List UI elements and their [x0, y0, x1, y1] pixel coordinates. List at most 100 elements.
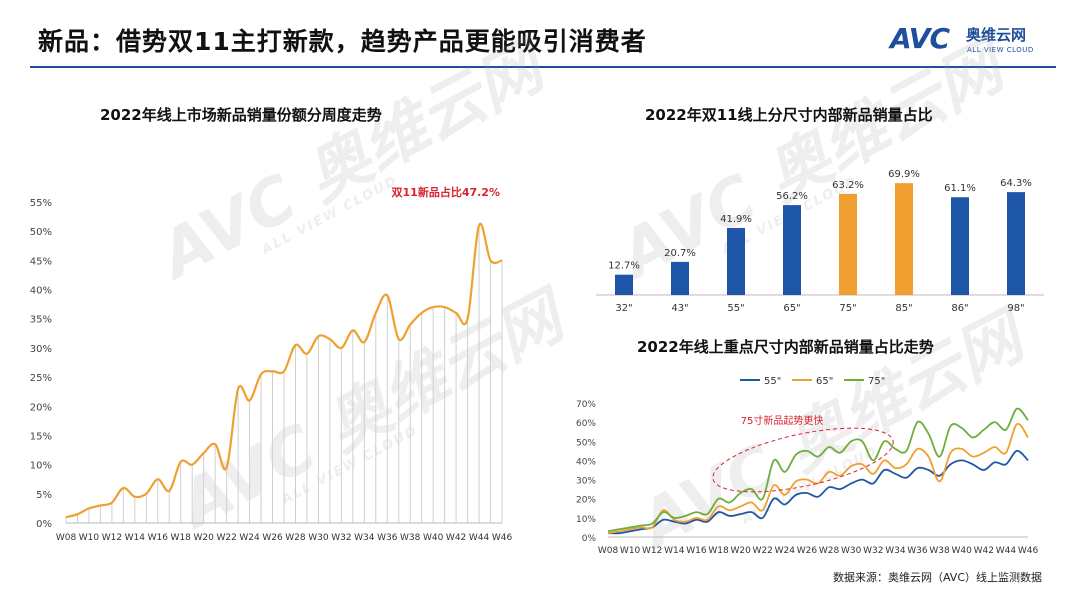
y-tick-label: 30% — [30, 344, 52, 355]
y-tick-label: 0% — [36, 519, 52, 530]
x-tick-label: W42 — [974, 546, 994, 555]
bar-value-label: 12.7% — [608, 261, 640, 272]
x-tick-label: W10 — [620, 546, 641, 555]
legend-label: 55" — [764, 376, 781, 387]
x-tick-label: W12 — [102, 533, 122, 543]
x-tick-label: W24 — [775, 546, 796, 555]
x-tick-label: 65" — [783, 303, 800, 314]
x-tick-label: W46 — [1018, 546, 1039, 555]
x-tick-label: W46 — [492, 533, 513, 543]
x-tick-label: W22 — [753, 546, 773, 555]
series-line-3 — [607, 407, 1029, 533]
x-tick-label: W22 — [216, 533, 236, 543]
x-tick-label: 98" — [1007, 303, 1024, 314]
legend-label: 65" — [816, 376, 833, 387]
y-tick-label: 60% — [576, 419, 596, 429]
chart-1-title: 2022年线上市场新品销量份额分周度走势 — [100, 106, 382, 124]
y-tick-label: 5% — [36, 490, 52, 501]
x-tick-label: W14 — [125, 533, 146, 543]
x-tick-label: W12 — [642, 546, 662, 555]
peak-annotation: 双11新品占比47.2% — [392, 185, 500, 199]
bar-value-label: 56.2% — [776, 191, 808, 202]
x-tick-label: W38 — [400, 533, 421, 543]
logo-name-cn: 奥维云网 — [966, 26, 1027, 44]
x-tick-label: 55" — [727, 303, 744, 314]
brand-logo: AVC 奥维云网 ALL VIEW CLOUD — [890, 22, 1055, 58]
x-tick-label: W08 — [56, 533, 77, 543]
x-tick-label: W32 — [331, 533, 351, 543]
x-tick-label: W26 — [797, 546, 818, 555]
x-tick-label: W16 — [148, 533, 169, 543]
x-tick-label: W10 — [79, 533, 100, 543]
x-tick-label: 32" — [615, 303, 632, 314]
x-tick-label: W44 — [469, 533, 490, 543]
x-tick-label: W34 — [885, 546, 906, 555]
y-tick-label: 35% — [30, 315, 52, 326]
x-tick-label: W36 — [907, 546, 928, 555]
series-line-1 — [607, 450, 1029, 535]
x-tick-label: 86" — [951, 303, 968, 314]
bar-value-label: 69.9% — [888, 169, 920, 180]
y-tick-label: 40% — [576, 457, 596, 467]
y-tick-label: 0% — [582, 534, 597, 544]
y-tick-label: 10% — [576, 515, 596, 525]
series-line-2 — [607, 422, 1029, 535]
y-tick-label: 45% — [30, 256, 52, 267]
y-tick-label: 70% — [576, 400, 596, 410]
y-tick-label: 25% — [30, 373, 52, 384]
x-tick-label: 85" — [895, 303, 912, 314]
bar — [671, 261, 689, 295]
title-divider — [30, 66, 1056, 68]
y-tick-label: 30% — [576, 477, 596, 487]
share-series-line — [65, 222, 503, 519]
bar — [895, 183, 913, 295]
x-tick-label: W18 — [708, 546, 729, 555]
x-tick-label: W20 — [194, 533, 215, 543]
header-bar: 新品：借势双11主打新款，趋势产品更能吸引消费者 AVC 奥维云网 ALL VI… — [0, 0, 1080, 66]
chart-3-title: 2022年线上重点尺寸内部新品销量占比走势 — [637, 338, 934, 356]
bar-value-label: 41.9% — [720, 214, 752, 225]
bar — [615, 274, 633, 295]
x-tick-label: W40 — [952, 546, 973, 555]
bar — [783, 205, 801, 295]
annotation-ellipse — [712, 427, 894, 493]
x-tick-label: W30 — [841, 546, 862, 555]
x-tick-label: W32 — [863, 546, 883, 555]
y-tick-label: 40% — [30, 286, 52, 297]
x-tick-label: W14 — [664, 546, 685, 555]
x-tick-label: W42 — [446, 533, 466, 543]
x-tick-label: W08 — [598, 546, 619, 555]
page-title: 新品：借势双11主打新款，趋势产品更能吸引消费者 — [38, 27, 647, 56]
y-tick-label: 50% — [30, 227, 52, 238]
x-tick-label: W34 — [354, 533, 375, 543]
trend-annotation: 75寸新品起势更快 — [741, 414, 824, 427]
x-tick-label: W40 — [423, 533, 444, 543]
y-tick-label: 20% — [30, 402, 52, 413]
chart-size-share: 12.7% 32" 20.7% 43" 41.9% 55" 56.2% 65" 63.2% 75"… — [596, 169, 1044, 314]
x-tick-label: W28 — [285, 533, 306, 543]
bar-value-label: 63.2% — [832, 180, 864, 191]
bar — [727, 227, 745, 295]
source-note: 数据来源：奥维云网（AVC）线上监测数据 — [832, 571, 1042, 584]
x-tick-label: W30 — [308, 533, 329, 543]
chart-weekly-share: 0% 5% 10% 15% 20% 25% 30% 35% 40% 45% 50% 55% W08 W10… — [30, 185, 513, 543]
bar — [951, 197, 969, 295]
logo-mark: AVC — [890, 22, 950, 55]
bar — [839, 193, 857, 295]
bar-value-label: 61.1% — [944, 183, 976, 194]
y-tick-label: 55% — [30, 198, 52, 209]
y-tick-label: 10% — [30, 461, 52, 472]
y-tick-label: 20% — [576, 496, 596, 506]
x-tick-label: W24 — [239, 533, 260, 543]
x-tick-label: 43" — [671, 303, 688, 314]
legend-label: 75" — [868, 376, 885, 387]
y-tick-label: 15% — [30, 431, 52, 442]
bar-value-label: 64.3% — [1000, 178, 1032, 189]
chart-2-title: 2022年双11线上分尺寸内部新品销量占比 — [645, 106, 933, 124]
x-tick-label: W36 — [377, 533, 398, 543]
chart-size-trend: 0% 10% 20% 30% 40% 50% 60% 70% W08 W10 W12 W14 W16 W1… — [576, 376, 1039, 555]
x-tick-label: 75" — [839, 303, 856, 314]
x-tick-label: W44 — [996, 546, 1017, 555]
y-tick-label: 50% — [576, 438, 596, 448]
bar-value-label: 20.7% — [664, 248, 696, 259]
